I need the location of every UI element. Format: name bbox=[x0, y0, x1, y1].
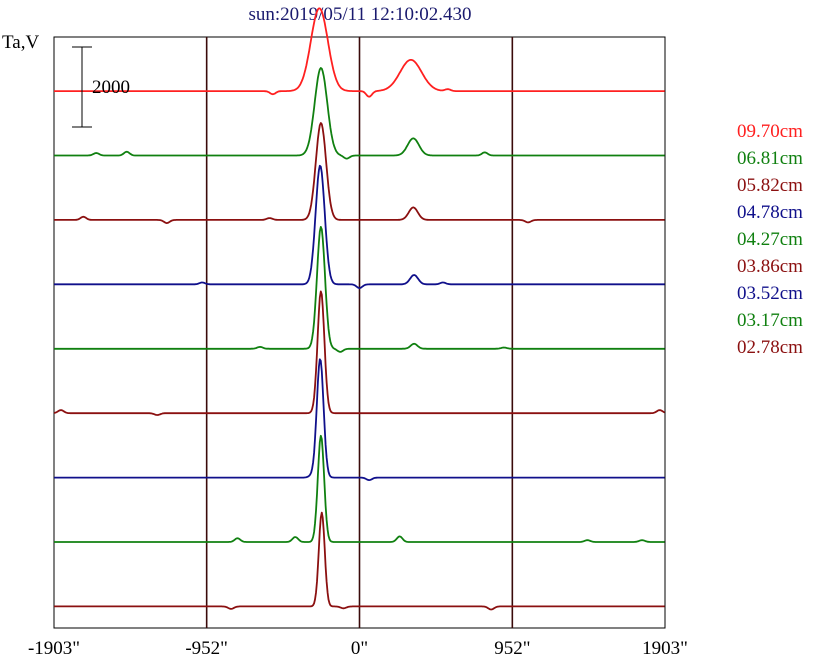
scale-bar-label: 2000 bbox=[92, 77, 130, 98]
legend-entry: 03.52cm bbox=[737, 283, 803, 304]
legend-entry: 09.70cm bbox=[737, 121, 803, 142]
series-line-03.52cm bbox=[54, 358, 665, 482]
x-tick-label: 1903" bbox=[642, 638, 688, 659]
series-line-04.27cm bbox=[54, 225, 665, 353]
legend-entry: 03.86cm bbox=[737, 256, 803, 277]
x-tick-label: -952" bbox=[185, 638, 228, 659]
x-tick-labels: -1903" -952" 0" 952" 1903" bbox=[28, 638, 688, 659]
legend-entry: 02.78cm bbox=[737, 337, 803, 358]
legend-entry: 03.17cm bbox=[737, 310, 803, 331]
series-line-03.86cm bbox=[53, 290, 666, 416]
scale-bar: 2000 bbox=[72, 46, 130, 128]
series-line-04.78cm bbox=[54, 164, 665, 290]
x-tick-label: 0" bbox=[351, 638, 368, 659]
legend: 09.70cm 06.81cm 05.82cm 04.78cm 04.27cm 03.86… bbox=[737, 121, 803, 358]
x-tick-label: -1903" bbox=[28, 638, 80, 659]
legend-entry: 04.78cm bbox=[737, 202, 803, 223]
series-line-05.82cm bbox=[54, 122, 665, 225]
y-axis-label: Ta,V bbox=[2, 32, 39, 53]
series-line-06.81cm bbox=[54, 67, 665, 160]
series-line-02.78cm bbox=[54, 511, 665, 611]
series-line-09.70cm bbox=[54, 7, 665, 98]
series-group bbox=[53, 7, 666, 611]
x-tick-label: 952" bbox=[494, 638, 530, 659]
grid-lines bbox=[205, 37, 514, 628]
legend-entry: 05.82cm bbox=[737, 175, 803, 196]
chart-title: sun:2019/05/11 12:10:02.430 bbox=[248, 4, 471, 25]
series-line-03.17cm bbox=[54, 434, 665, 543]
legend-entry: 06.81cm bbox=[737, 148, 803, 169]
legend-entry: 04.27cm bbox=[737, 229, 803, 250]
